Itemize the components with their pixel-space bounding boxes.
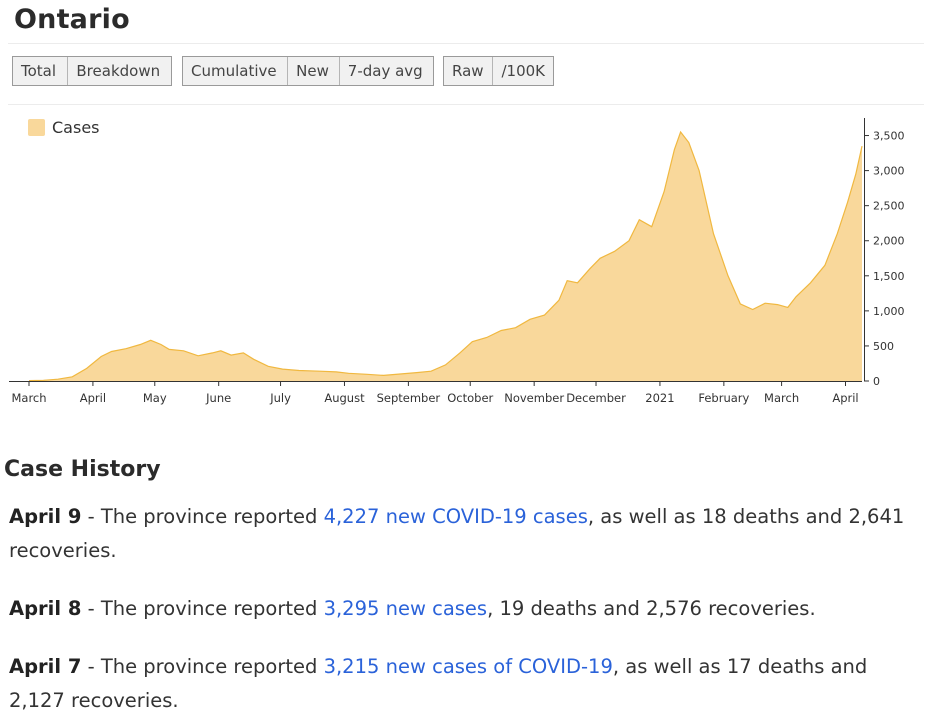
entry-link[interactable]: 4,227 new COVID-19 cases — [323, 505, 588, 528]
x-tick-label: November — [504, 391, 564, 405]
raw-button[interactable]: Raw — [444, 57, 494, 85]
x-tick-label: 2021 — [645, 391, 674, 405]
y-tick-label: 3,500 — [873, 130, 905, 143]
divider — [8, 43, 924, 44]
y-tick-label: 500 — [873, 340, 894, 353]
x-tick-label: March — [764, 391, 799, 405]
metric-toggle-group: Cumulative New 7-day avg — [182, 56, 434, 86]
seven-day-avg-button[interactable]: 7-day avg — [339, 57, 434, 85]
cumulative-button[interactable]: Cumulative — [183, 57, 289, 85]
per-100k-button[interactable]: /100K — [493, 57, 553, 85]
history-entry: April 7 - The province reported 3,215 ne… — [9, 650, 909, 718]
y-tick-label: 3,000 — [873, 165, 905, 178]
series-line — [28, 130, 863, 382]
series-area — [29, 132, 862, 381]
view-toggle-group: Total Breakdown — [12, 56, 172, 86]
entry-date: April 7 — [9, 655, 82, 678]
y-tick-label: 2,500 — [873, 200, 905, 213]
x-tick-label: October — [447, 391, 493, 405]
x-tick-label: March — [11, 391, 46, 405]
x-tick-label: December — [566, 391, 626, 405]
legend-label: Cases — [52, 118, 100, 137]
y-tick-label: 1,000 — [873, 305, 905, 318]
y-tick-label: 1,500 — [873, 270, 905, 283]
total-button[interactable]: Total — [13, 57, 69, 85]
y-tick-label: 0 — [873, 375, 880, 388]
x-tick-label: May — [143, 391, 167, 405]
entry-text: , as well as 18 deaths and 2,641 recover… — [9, 505, 905, 562]
divider — [8, 104, 924, 105]
x-tick-label: June — [205, 391, 231, 405]
x-tick-label: April — [80, 391, 106, 405]
new-button[interactable]: New — [288, 57, 340, 85]
history-entry: April 8 - The province reported 3,295 ne… — [9, 592, 909, 626]
entry-date: April 9 — [9, 505, 82, 528]
entry-text: - The province reported — [81, 505, 324, 528]
entry-date: April 8 — [9, 597, 82, 620]
breakdown-button[interactable]: Breakdown — [68, 57, 171, 85]
x-tick-label: September — [377, 391, 441, 405]
entry-text: , 19 deaths and 2,576 recoveries. — [487, 597, 816, 620]
entry-link[interactable]: 3,215 new cases of COVID-19 — [323, 655, 613, 678]
x-tick-label: August — [324, 391, 365, 405]
scale-toggle-group: Raw /100K — [443, 56, 554, 86]
entry-link[interactable]: 3,295 new cases — [323, 597, 488, 620]
entry-text: - The province reported — [81, 655, 324, 678]
y-tick-label: 2,000 — [873, 235, 905, 248]
x-tick-label: February — [698, 391, 749, 405]
legend-swatch — [28, 119, 45, 136]
x-tick-label: July — [269, 391, 291, 405]
history-entry: April 9 - The province reported 4,227 ne… — [9, 500, 909, 568]
cases-area-chart: 0 500 1,000 1,500 2,000 2,500 3,000 3,500 March… — [9, 118, 905, 405]
x-tick-label: April — [832, 391, 858, 405]
page-title: Ontario — [14, 4, 130, 35]
case-history-title: Case History — [4, 457, 161, 482]
entry-text: - The province reported — [81, 597, 324, 620]
